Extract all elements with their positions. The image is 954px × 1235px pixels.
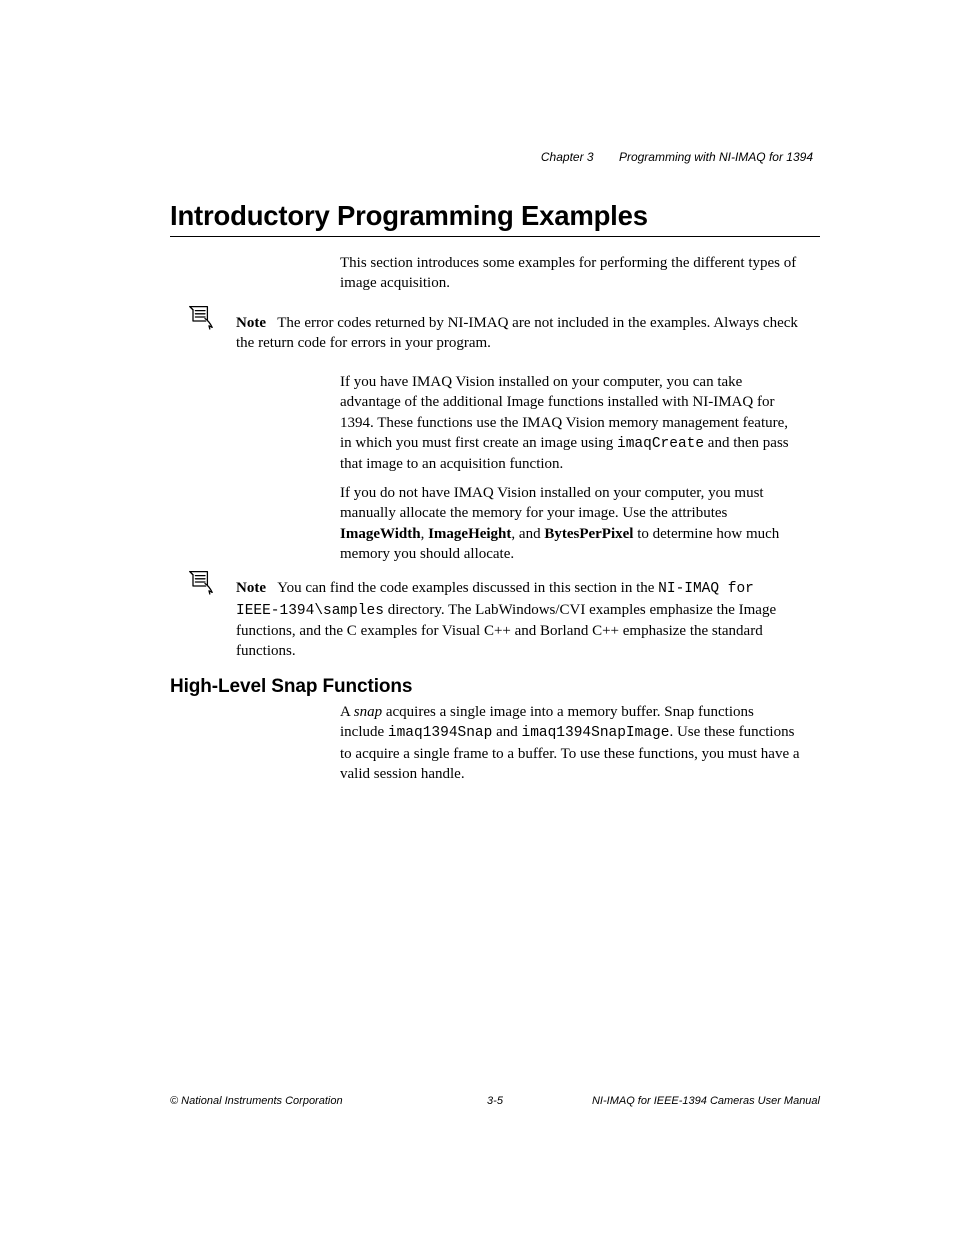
note-paragraph-2: Note You can find the code examples disc… (236, 578, 800, 662)
text-run: , (421, 526, 429, 542)
note-icon (185, 568, 217, 601)
chapter-number: Chapter 3 (541, 150, 594, 164)
document-page: Chapter 3 Programming with NI-IMAQ for 1… (0, 0, 954, 1235)
snap-paragraph: A snap acquires a single image into a me… (340, 702, 800, 784)
footer-manual-title: NI-IMAQ for IEEE-1394 Cameras User Manua… (592, 1095, 820, 1107)
chapter-title: Programming with NI-IMAQ for 1394 (619, 150, 813, 164)
intro-paragraph: This section introduces some examples fo… (340, 253, 800, 294)
subsection-heading: High-Level Snap Functions (170, 676, 412, 698)
note-label: Note (236, 580, 266, 596)
note-text: The error codes returned by NI-IMAQ are … (236, 315, 798, 351)
code-inline: imaq1394SnapImage (522, 725, 670, 741)
text-run: You can find the code examples discussed… (277, 580, 658, 596)
attr-name: ImageHeight (428, 526, 511, 542)
heading-rule (170, 236, 820, 237)
text-run: If you do not have IMAQ Vision installed… (340, 485, 764, 521)
attr-name: ImageWidth (340, 526, 421, 542)
attr-name: BytesPerPixel (544, 526, 633, 542)
body-paragraph-2: If you have IMAQ Vision installed on you… (340, 372, 800, 475)
page-header: Chapter 3 Programming with NI-IMAQ for 1… (541, 150, 813, 164)
note-label: Note (236, 315, 266, 331)
text-run: and (492, 724, 521, 740)
italic-term: snap (354, 704, 382, 720)
code-inline: imaqCreate (617, 436, 704, 452)
section-heading: Introductory Programming Examples (170, 200, 820, 232)
note-icon (185, 303, 217, 336)
text-run: , and (511, 526, 544, 542)
note-paragraph-1: Note The error codes returned by NI-IMAQ… (236, 313, 800, 354)
body-paragraph-3: If you do not have IMAQ Vision installed… (340, 483, 800, 564)
text-run: A (340, 704, 354, 720)
code-inline: imaq1394Snap (388, 725, 492, 741)
